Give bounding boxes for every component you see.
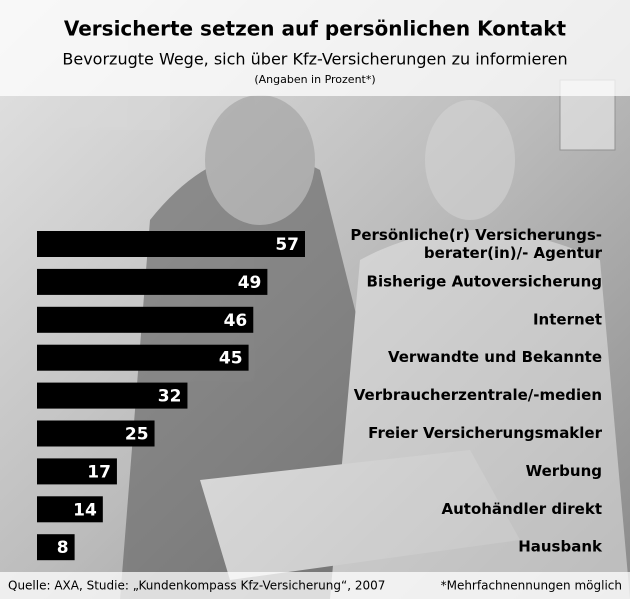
footnote: *Mehrfachnennungen möglich [441, 579, 622, 593]
chart-title: Versicherte setzen auf persönlichen Kont… [64, 17, 567, 41]
value-label: 49 [238, 273, 262, 293]
footer-panel [0, 572, 630, 599]
header-panel [0, 0, 630, 96]
value-label: 17 [87, 462, 111, 482]
category-label: Freier Versicherungsmakler [368, 424, 602, 442]
bar [37, 382, 188, 409]
category-label: Internet [533, 310, 602, 328]
category-label: Bisherige Autoversicherung [367, 272, 602, 290]
bar [37, 306, 254, 333]
chart-subtitle: Bevorzugte Wege, sich über Kfz-Versicher… [62, 50, 567, 69]
value-label: 8 [57, 538, 69, 558]
category-label: Verwandte und Bekannte [388, 348, 602, 366]
category-label: Persönliche(r) Versicherungs-berater(in)… [350, 226, 602, 262]
value-label: 57 [275, 235, 299, 255]
category-label: Hausbank [518, 538, 603, 556]
bar [37, 458, 117, 485]
value-label: 14 [73, 500, 97, 520]
value-label: 46 [224, 311, 248, 331]
value-label: 32 [158, 387, 182, 407]
category-label: Verbraucherzentrale/-medien [354, 386, 602, 404]
chart-note: (Angaben in Prozent*) [254, 73, 375, 86]
source: Quelle: AXA, Studie: „Kundenkompass Kfz-… [8, 579, 385, 593]
bar [37, 344, 249, 371]
bar [37, 534, 75, 561]
category-label: Werbung [526, 462, 602, 480]
bar [37, 420, 155, 447]
bar [37, 268, 268, 295]
value-label: 25 [125, 425, 149, 445]
bar [37, 496, 103, 523]
bar [37, 231, 305, 257]
category-label: Autohändler direkt [441, 500, 602, 518]
value-label: 45 [219, 349, 243, 369]
